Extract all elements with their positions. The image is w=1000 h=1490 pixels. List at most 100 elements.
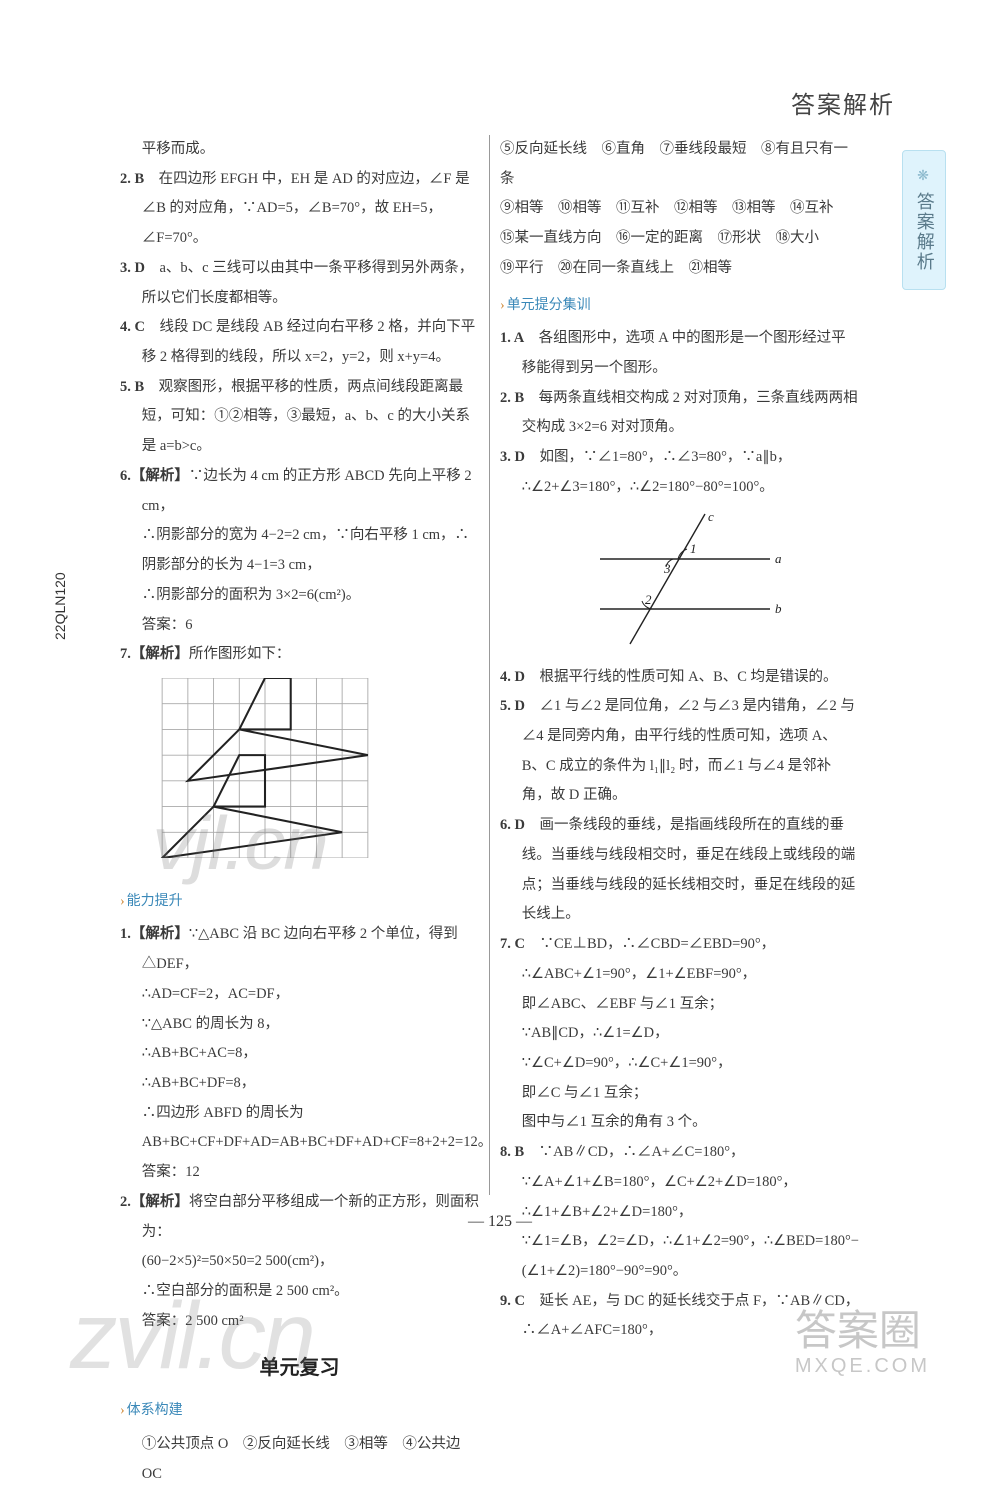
page-header-title: 答案解析 — [791, 85, 895, 120]
drill-7: 7. C ∵CE⊥BD，∴∠CBD=∠EBD=90°， — [500, 930, 860, 960]
section-unit-drill: ›单元提分集训 — [500, 292, 860, 321]
solution-3: 3. D a、b、c 三线可以由其中一条平移得到另外两条，所以它们长度都相等。 — [120, 254, 479, 313]
answer-label: 2. B — [500, 390, 524, 406]
solution-text: ∵CE⊥BD，∴∠CBD=∠EBD=90°， — [525, 936, 775, 952]
answer-label: 7. C — [500, 936, 525, 952]
text-line: ⑲平行 ⑳在同一条直线上 ㉑相等 — [500, 254, 860, 284]
drill-8: 8. B ∵AB∥CD，∴∠A+∠C=180°， — [500, 1138, 860, 1168]
solution-text: 观察图形，根据平移的性质，两点间线段距离最短，可知：①②相等，③最短，a、b、c… — [142, 379, 470, 454]
text-line: 即∠ABC、∠EBF 与∠1 互余； — [500, 990, 860, 1020]
drill-6: 6. D 画一条线段的垂线，是指画线段所在的直线的垂线。当垂线与线段相交时，垂足… — [500, 811, 860, 930]
text-line: ⑮某一直线方向 ⑯一定的距离 ⑰形状 ⑱大小 — [500, 224, 860, 254]
grid-diagram — [160, 678, 370, 858]
text-line: ∵AB∥CD，∴∠1=∠D， — [500, 1019, 860, 1049]
page-number: — 125 — — [0, 1213, 1000, 1231]
drill-5: 5. D ∠1 与∠2 是同位角，∠2 与∠3 是内错角，∠2 与∠4 是同旁内… — [500, 692, 860, 811]
label-a: a — [775, 551, 782, 566]
solution-text: 所作图形如下： — [189, 646, 291, 662]
answer-label: 2. B — [120, 171, 144, 187]
text-line: ∵∠1=∠B，∠2=∠D，∴∠1+∠2=90°，∴∠BED=180°−(∠1+∠… — [500, 1227, 860, 1286]
label-c: c — [708, 509, 714, 524]
label-2: 2 — [645, 592, 652, 607]
text-line: ⑨相等 ⑩相等 ⑪互补 ⑫相等 ⑬相等 ⑭互补 — [500, 194, 860, 224]
answer-label: 4. C — [120, 319, 145, 335]
arrow-icon: › — [120, 894, 125, 909]
text-line: ∴阴影部分的宽为 4−2=2 cm，∵向右平移 1 cm，∴阴影部分的长为 4−… — [120, 521, 479, 580]
solution-text: 如图，∵∠1=80°，∴∠3=80°，∵a∥b，∴∠2+∠3=180°，∴∠2=… — [522, 449, 792, 495]
text-line: ∴∠ABC+∠1=90°，∠1+∠EBF=90°， — [500, 960, 860, 990]
answer-label: 4. D — [500, 669, 525, 685]
text-line: ∵∠C+∠D=90°，∴∠C+∠1=90°， — [500, 1049, 860, 1079]
text-line: 即∠C 与∠1 互余； — [500, 1079, 860, 1109]
drill-9: 9. C 延长 AE，与 DC 的延长线交于点 F，∵AB∥CD，∴∠A+∠AF… — [500, 1287, 860, 1346]
text-line: 平移而成。 — [120, 135, 479, 165]
answer-label: 1. A — [500, 330, 524, 346]
solution-text: 根据平行线的性质可知 A、B、C 均是错误的。 — [525, 669, 838, 685]
answer-label: 6. D — [500, 817, 525, 833]
left-column: 平移而成。 2. B 在四边形 EFGH 中，EH 是 AD 的对应边，∠F 是… — [120, 135, 490, 1195]
answer-label: 9. C — [500, 1293, 525, 1309]
ability-q1: 1.【解析】∵△ABC 沿 BC 边向右平移 2 个单位，得到△DEF， — [120, 920, 479, 979]
answer-label: 2.【解析】 — [120, 1194, 189, 1210]
text-line: ∴AD=CF=2，AC=DF， — [120, 980, 479, 1010]
text-line: (60−2×5)²=50×50=2 500(cm²)， — [120, 1247, 479, 1277]
solution-6: 6.【解析】∵边长为 4 cm 的正方形 ABCD 先向上平移 2 cm， — [120, 462, 479, 521]
answer-label: 6.【解析】 — [120, 468, 189, 484]
drill-4: 4. D 根据平行线的性质可知 A、B、C 均是错误的。 — [500, 663, 860, 693]
drill-3: 3. D 如图，∵∠1=80°，∴∠3=80°，∵a∥b，∴∠2+∠3=180°… — [500, 443, 860, 502]
solution-text: a、b、c 三线可以由其中一条平移得到另外两条，所以它们长度都相等。 — [142, 260, 473, 306]
answer-line: 答案：2 500 cm² — [120, 1307, 479, 1337]
answer-label: 3. D — [500, 449, 525, 465]
watermark-sub: MXQE.COM — [795, 1356, 930, 1376]
side-tab-text: 答案解析 — [912, 192, 935, 272]
answer-label: 5. D — [500, 698, 525, 714]
label-b: b — [775, 601, 782, 616]
right-column: ⑤反向延长线 ⑥直角 ⑦垂线段最短 ⑧有且只有一条 ⑨相等 ⑩相等 ⑪互补 ⑫相… — [490, 135, 860, 1195]
arrow-icon: › — [120, 1403, 125, 1418]
text-line: ∴四边形 ABFD 的周长为 AB+BC+CF+DF+AD=AB+BC+DF+A… — [120, 1099, 479, 1158]
drill-1: 1. A 各组图形中，选项 A 中的图形是一个图形经过平移能得到另一个图形。 — [500, 324, 860, 383]
section-label: 能力提升 — [127, 894, 183, 909]
unit-review-title: 单元复习 — [120, 1348, 479, 1389]
drill-2: 2. B 每两条直线相交构成 2 对对顶角，三条直线两两相交构成 3×2=6 对… — [500, 384, 860, 443]
section-label: 体系构建 — [127, 1403, 183, 1418]
section-label: 单元提分集训 — [507, 298, 591, 313]
answer-label: 7.【解析】 — [120, 646, 189, 662]
answer-label: 8. B — [500, 1144, 524, 1160]
answer-label: 3. D — [120, 260, 145, 276]
section-ability: ›能力提升 — [120, 888, 479, 917]
sparkle-icon: ❋ — [917, 168, 931, 186]
text-line: ∵△ABC 的周长为 8， — [120, 1010, 479, 1040]
text-line: ∴AB+BC+DF=8， — [120, 1069, 479, 1099]
solution-5: 5. B 观察图形，根据平移的性质，两点间线段距离最短，可知：①②相等，③最短，… — [120, 373, 479, 462]
solution-2: 2. B 在四边形 EFGH 中，EH 是 AD 的对应边，∠F 是 ∠B 的对… — [120, 165, 479, 254]
angle-diagram: c a b 1 3 2 — [560, 509, 800, 649]
answer-label: 5. B — [120, 379, 144, 395]
text-line: ∴空白部分的面积是 2 500 cm²。 — [120, 1277, 479, 1307]
label-1: 1 — [690, 541, 697, 556]
solution-text: ∵AB∥CD，∴∠A+∠C=180°， — [524, 1144, 744, 1160]
solution-text: ∠1 与∠2 是同位角，∠2 与∠3 是内错角，∠2 与∠4 是同旁内角，由平行… — [522, 698, 855, 803]
spine-code: 22QLN120 — [52, 572, 68, 640]
side-tab: ❋ 答案解析 — [902, 150, 946, 290]
text-line: ∴阴影部分的面积为 3×2=6(cm²)。 — [120, 581, 479, 611]
solution-text: 画一条线段的垂线，是指画线段所在的直线的垂线。当垂线与线段相交时，垂足在线段上或… — [522, 817, 856, 922]
solution-text: 每两条直线相交构成 2 对对顶角，三条直线两两相交构成 3×2=6 对对顶角。 — [522, 390, 858, 436]
solution-text: ∵△ABC 沿 BC 边向右平移 2 个单位，得到△DEF， — [142, 926, 458, 972]
solution-4: 4. C 线段 DC 是线段 AB 经过向右平移 2 格，并向下平移 2 格得到… — [120, 313, 479, 372]
solution-text: ∵边长为 4 cm 的正方形 ABCD 先向上平移 2 cm， — [142, 468, 472, 514]
arrow-icon: › — [500, 298, 505, 313]
solution-text: 各组图形中，选项 A 中的图形是一个图形经过平移能得到另一个图形。 — [522, 330, 846, 376]
solution-text: 延长 AE，与 DC 的延长线交于点 F，∵AB∥CD，∴∠A+∠AFC=180… — [522, 1293, 860, 1339]
solution-text: 在四边形 EFGH 中，EH 是 AD 的对应边，∠F 是 ∠B 的对应角，∵A… — [142, 171, 470, 246]
text-line: ⑤反向延长线 ⑥直角 ⑦垂线段最短 ⑧有且只有一条 — [500, 135, 860, 194]
solution-7: 7.【解析】所作图形如下： — [120, 640, 479, 670]
section-system: ›体系构建 — [120, 1397, 479, 1426]
answer-label: 1.【解析】 — [120, 926, 189, 942]
answer-line: 答案：12 — [120, 1158, 479, 1188]
text-line: ①公共顶点 O ②反向延长线 ③相等 ④公共边 OC — [120, 1430, 479, 1489]
content-columns: 平移而成。 2. B 在四边形 EFGH 中，EH 是 AD 的对应边，∠F 是… — [120, 135, 860, 1195]
solution-text: 线段 DC 是线段 AB 经过向右平移 2 格，并向下平移 2 格得到的线段，所… — [142, 319, 476, 365]
text-line: ∴AB+BC+AC=8， — [120, 1039, 479, 1069]
text-line: 图中与∠1 互余的角有 3 个。 — [500, 1108, 860, 1138]
